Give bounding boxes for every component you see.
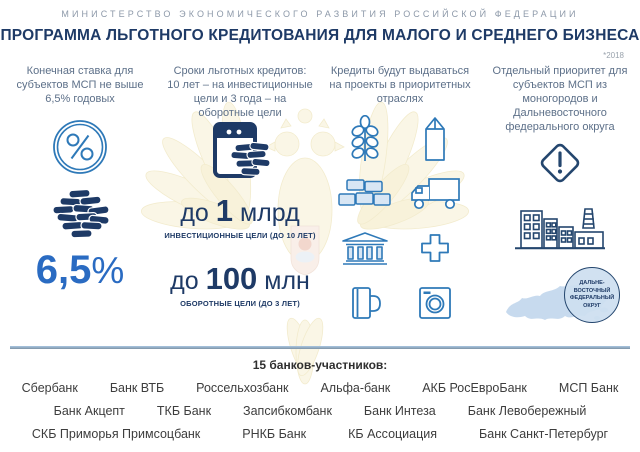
page-title: ПРОГРАММА ЛЬГОТНОГО КРЕДИТОВАНИЯ ДЛЯ МАЛ… bbox=[0, 27, 640, 44]
bank-row: СКБ Приморья Примсоцбанк РНКБ Банк КБ Ас… bbox=[0, 427, 640, 441]
note-text: ОБОРОТНЫЕ ЦЕЛИ (ДО bbox=[180, 299, 276, 309]
safe-coins-icon bbox=[213, 122, 271, 179]
rate-caption: Конечная ставка для субъектов МСП не выш… bbox=[16, 65, 144, 106]
medical-cross-icon bbox=[421, 234, 449, 263]
bank-name: КБ Ассоциация bbox=[348, 427, 438, 441]
column-terms: Сроки льготных кредитов: 10 лет – на инв… bbox=[160, 64, 320, 348]
far-east-circle-label: ДАЛЬНЕ-ВОСТОЧНЫЙ ФЕДЕРАЛЬНЫЙ ОКРУГ bbox=[564, 267, 620, 324]
bank-name: Россельхозбанк bbox=[196, 381, 289, 395]
note-text: ИНВЕСТИЦИОННЫЕ ЦЕЛИ (ДО bbox=[164, 231, 287, 241]
russia-map-icon: ДАЛЬНЕ-ВОСТОЧНЫЙ ФЕДЕРАЛЬНЫЙ ОКРУГ bbox=[504, 267, 620, 340]
amount-working: до 100 млн bbox=[170, 263, 310, 294]
ministry-header: МИНИСТЕРСТВО ЭКОНОМИЧЕСКОГО РАЗВИТИЯ РОС… bbox=[61, 9, 579, 19]
banks-section: 15 банков-участников: Сбербанк Банк ВТБ … bbox=[0, 346, 640, 441]
bank-name: СКБ Приморья Примсоцбанк bbox=[31, 427, 201, 441]
rate-number: 6,5 bbox=[35, 248, 92, 293]
amount-value: 1 bbox=[215, 193, 234, 229]
bank-name: Сбербанк bbox=[21, 381, 78, 395]
note-text-end: ЛЕТ) bbox=[295, 231, 316, 241]
terms-caption: Сроки льготных кредитов: 10 лет – на инв… bbox=[167, 65, 313, 120]
banks-separator bbox=[10, 346, 630, 349]
bank-name: Банк ВТБ bbox=[109, 381, 165, 395]
priority-caption: Отдельный приоритет для субъектов МСП из… bbox=[492, 65, 628, 134]
bank-row: Сбербанк Банк ВТБ Россельхозбанк Альфа-б… bbox=[0, 381, 640, 395]
column-priority: Отдельный приоритет для субъектов МСП из… bbox=[480, 64, 640, 348]
sectors-caption: Кредиты будут выдаваться на проекты в пр… bbox=[329, 65, 471, 106]
bank-name: РНКБ Банк bbox=[242, 427, 307, 441]
coins-icon bbox=[52, 189, 110, 239]
bank-name: Банк Левобережный bbox=[467, 404, 587, 418]
banks-heading: 15 банков-участников: bbox=[252, 358, 388, 372]
amount-value: 100 bbox=[205, 261, 258, 297]
bank-name: Банк Санкт-Петербург bbox=[479, 427, 609, 441]
milk-carton-icon bbox=[425, 117, 445, 162]
year-note: *2018 bbox=[603, 51, 624, 60]
note-number: 3 bbox=[275, 299, 280, 309]
bank-building-icon bbox=[342, 232, 388, 266]
bank-row: Банк Акцепт ТКБ Банк Запсибкомбанк Банк … bbox=[0, 404, 640, 418]
bank-name: АКБ РосЕвроБанк bbox=[422, 381, 527, 395]
amount-unit: млрд bbox=[233, 199, 300, 228]
sector-icon-grid bbox=[334, 115, 466, 325]
note-number: 10 bbox=[286, 231, 296, 241]
bank-name: Банк Акцепт bbox=[53, 404, 125, 418]
amount-prefix: до bbox=[180, 199, 216, 228]
bank-name: Запсибкомбанк bbox=[243, 404, 332, 418]
bank-name: Альфа-банк bbox=[320, 381, 391, 395]
column-rate: Конечная ставка для субъектов МСП не выш… bbox=[0, 64, 160, 348]
amount-prefix: до bbox=[170, 267, 206, 296]
city-factory-icon bbox=[515, 208, 605, 250]
truck-icon bbox=[411, 178, 460, 210]
column-sectors: Кредиты будут выдаваться на проекты в пр… bbox=[320, 64, 480, 348]
washing-machine-icon bbox=[419, 287, 451, 320]
ingots-icon bbox=[338, 179, 391, 206]
bank-name: ТКБ Банк bbox=[156, 404, 212, 418]
bank-name: Банк Интеза bbox=[363, 404, 436, 418]
wheat-icon bbox=[351, 115, 379, 162]
amount-note-working: ОБОРОТНЫЕ ЦЕЛИ (ДО 3 ЛЕТ) bbox=[180, 299, 300, 308]
note-text-end: ЛЕТ) bbox=[279, 299, 300, 309]
amount-note-investment: ИНВЕСТИЦИОННЫЕ ЦЕЛИ (ДО 10 ЛЕТ) bbox=[164, 231, 315, 240]
amount-unit: млн bbox=[257, 267, 310, 296]
rate-unit: % bbox=[91, 250, 125, 292]
percent-circle-icon bbox=[53, 120, 107, 175]
amount-investment: до 1 млрд bbox=[180, 195, 299, 226]
mug-icon bbox=[352, 287, 381, 320]
columns: Конечная ставка для субъектов МСП не выш… bbox=[0, 64, 640, 348]
warning-diamond-icon bbox=[540, 144, 580, 183]
bank-name: МСП Банк bbox=[558, 381, 619, 395]
rate-value: 6,5% bbox=[36, 250, 125, 290]
